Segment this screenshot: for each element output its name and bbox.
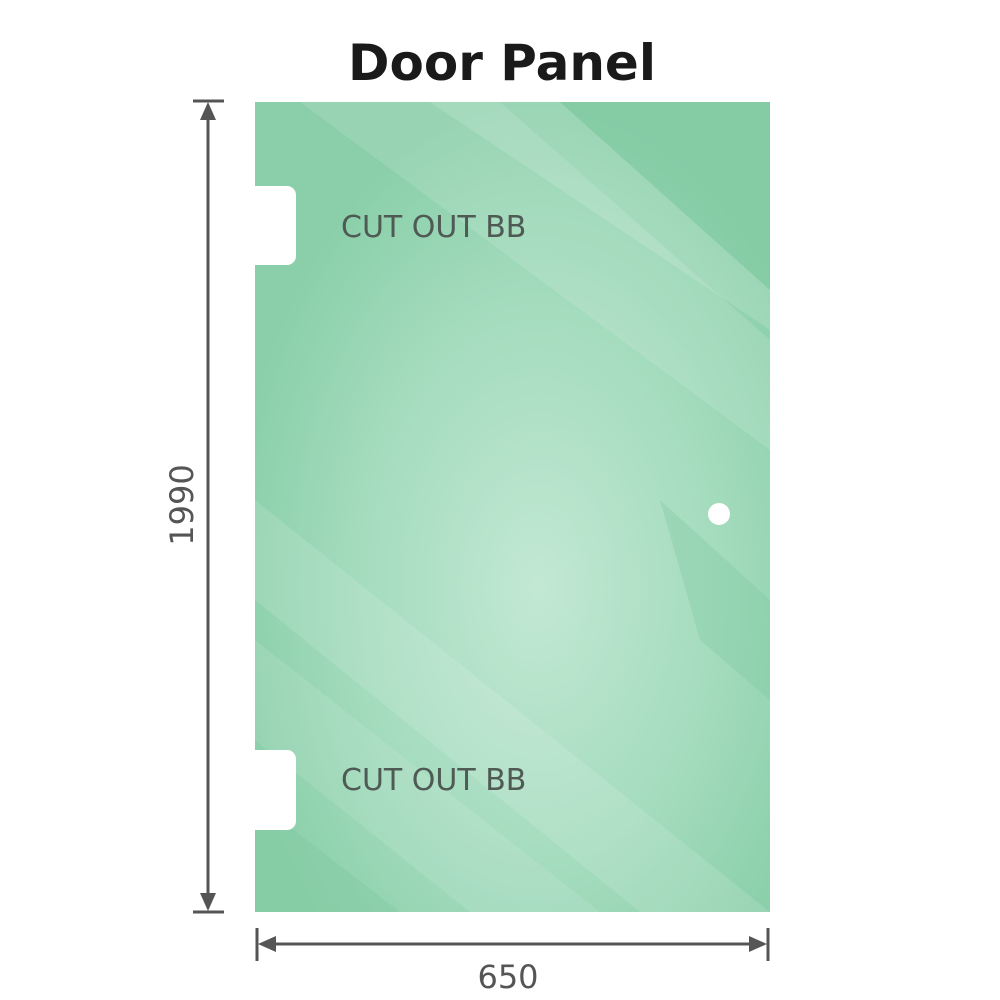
- handle-hole: [708, 503, 730, 525]
- width-dimension-line: [255, 928, 770, 961]
- cutout-top-label: CUT OUT BB: [341, 210, 526, 245]
- glass-reflections: [255, 102, 770, 912]
- height-label: 1990: [163, 464, 201, 545]
- cutout-top: [255, 186, 296, 265]
- cutout-bottom: [255, 750, 296, 830]
- diagram-title: Door Panel: [348, 34, 656, 92]
- width-label: 650: [477, 958, 538, 996]
- cutout-bottom-label: CUT OUT BB: [341, 763, 526, 798]
- height-dimension-line: [193, 99, 224, 914]
- glass-panel: [255, 102, 770, 912]
